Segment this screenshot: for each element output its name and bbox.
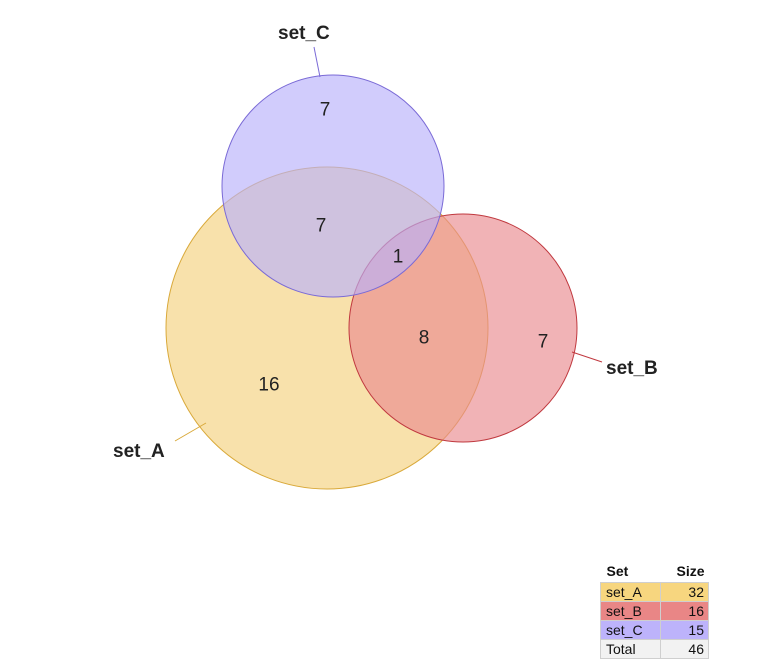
- set-size-table: Set Size set_A 32 set_B 16 set_C 15 Tota…: [600, 562, 709, 659]
- region-a-b-c: 1: [393, 247, 404, 268]
- region-c-only: 7: [320, 100, 331, 121]
- row-name: set_A: [600, 582, 661, 602]
- venn-diagram: 7 7 1 8 7 16 set_C set_B set_A: [113, 23, 658, 490]
- table-row: set_B 16: [600, 601, 709, 621]
- row-size: 46: [660, 639, 709, 659]
- table-row: set_A 32: [600, 582, 709, 602]
- leader-line-set-c: [313, 46, 321, 78]
- row-size: 15: [660, 620, 709, 640]
- circle-set-b: [348, 213, 578, 443]
- region-a-and-c: 7: [316, 216, 327, 237]
- header-size: Size: [676, 563, 705, 579]
- row-size: 16: [660, 601, 709, 621]
- region-a-and-b: 8: [419, 328, 430, 349]
- row-name: set_B: [600, 601, 661, 621]
- row-name: Total: [600, 639, 661, 659]
- circle-set-c: [221, 74, 445, 298]
- region-a-only: 16: [258, 375, 279, 396]
- row-name: set_C: [600, 620, 661, 640]
- row-size: 32: [660, 582, 709, 602]
- label-set-a: set_A: [113, 441, 165, 462]
- table-row: set_C 15: [600, 620, 709, 640]
- leader-line-set-a: [174, 422, 207, 442]
- label-set-b: set_B: [606, 358, 658, 379]
- leader-line-set-b: [571, 351, 603, 363]
- table-row-total: Total 46: [600, 639, 709, 659]
- region-b-only: 7: [538, 332, 549, 353]
- header-set: Set: [606, 563, 629, 579]
- label-set-c: set_C: [278, 23, 330, 44]
- table-header-row: Set Size: [601, 562, 709, 583]
